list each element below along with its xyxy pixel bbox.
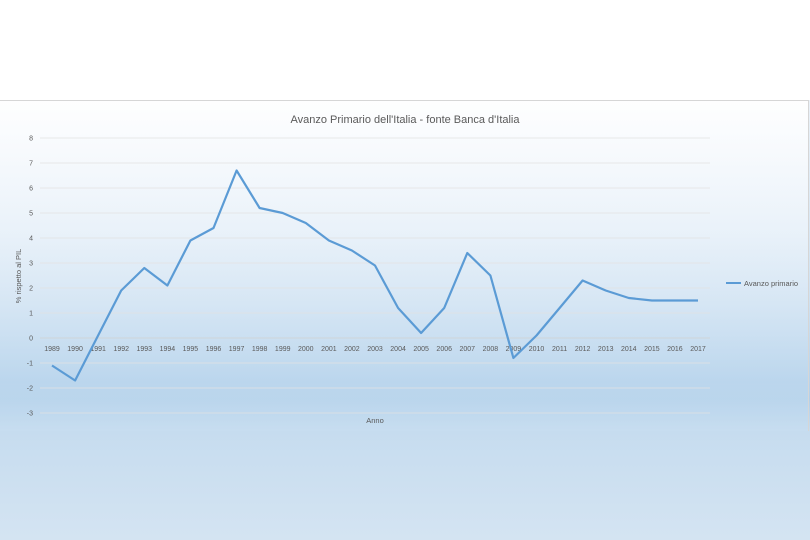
y-tick-label: -1	[27, 361, 33, 368]
y-tick-label: -3	[27, 411, 33, 418]
x-tick-label: 2011	[552, 346, 567, 353]
x-tick-label: 1996	[206, 346, 222, 353]
x-axis-label: Anno	[366, 416, 384, 425]
y-axis-label: % rispetto al PIL	[14, 249, 23, 304]
y-tick-label: 8	[29, 136, 33, 143]
x-tick-label: 1999	[275, 346, 291, 353]
x-tick-label: 2004	[390, 346, 406, 353]
x-tick-label: 1989	[44, 346, 60, 353]
x-tick-label: 1994	[160, 346, 176, 353]
series-line	[51, 169, 698, 382]
x-tick-label: 2005	[413, 346, 429, 353]
gridlines	[40, 137, 710, 414]
x-tick-label: 1992	[113, 346, 129, 353]
x-tick-label: 1993	[136, 346, 152, 353]
y-tick-label: 1	[29, 311, 33, 318]
chart-frame: Avanzo Primario dell'Italia - fonte Banc…	[0, 100, 809, 431]
x-tick-label: 1990	[67, 346, 83, 353]
x-tick-label: 2008	[483, 346, 499, 353]
x-tick-label: 2016	[667, 346, 683, 353]
x-tick-label: 2017	[690, 346, 706, 353]
y-tick-label: 0	[29, 336, 33, 343]
x-axis-ticks: 1989 1990 1991 1992 1993 1994 1995 1996 1997 1998…	[44, 346, 706, 353]
legend-label: Avanzo primario	[744, 279, 798, 288]
x-tick-label: 1995	[183, 346, 199, 353]
legend: Avanzo primario	[726, 279, 798, 288]
y-tick-label: 4	[29, 236, 33, 243]
y-tick-label: 2	[29, 286, 33, 293]
line-chart: Avanzo Primario dell'Italia - fonte Banc…	[14, 114, 798, 425]
x-tick-label: 2009	[506, 346, 522, 353]
y-tick-label: -2	[27, 386, 33, 393]
y-tick-label: 6	[29, 186, 33, 193]
x-tick-label: 2002	[344, 346, 360, 353]
y-tick-label: 3	[29, 261, 33, 268]
y-axis-ticks: -3 -2 -1 0 1 2 3 4 5 6 7 8	[27, 136, 33, 418]
x-tick-label: 2013	[598, 346, 614, 353]
y-tick-label: 5	[29, 211, 33, 218]
series-group	[51, 169, 698, 382]
x-tick-label: 2001	[321, 346, 337, 353]
x-tick-label: 1997	[229, 346, 245, 353]
x-tick-label: 1998	[252, 346, 268, 353]
x-tick-label: 2003	[367, 346, 383, 353]
x-tick-label: 2015	[644, 346, 660, 353]
x-tick-label: 2000	[298, 346, 314, 353]
x-tick-label: 2006	[436, 346, 452, 353]
chart-title: Avanzo Primario dell'Italia - fonte Banc…	[290, 114, 520, 126]
x-tick-label: 2012	[575, 346, 591, 353]
y-tick-label: 7	[29, 161, 33, 168]
x-tick-label: 2007	[459, 346, 475, 353]
x-tick-label: 2014	[621, 346, 637, 353]
x-tick-label: 1991	[90, 346, 106, 353]
x-tick-label: 2010	[529, 346, 545, 353]
